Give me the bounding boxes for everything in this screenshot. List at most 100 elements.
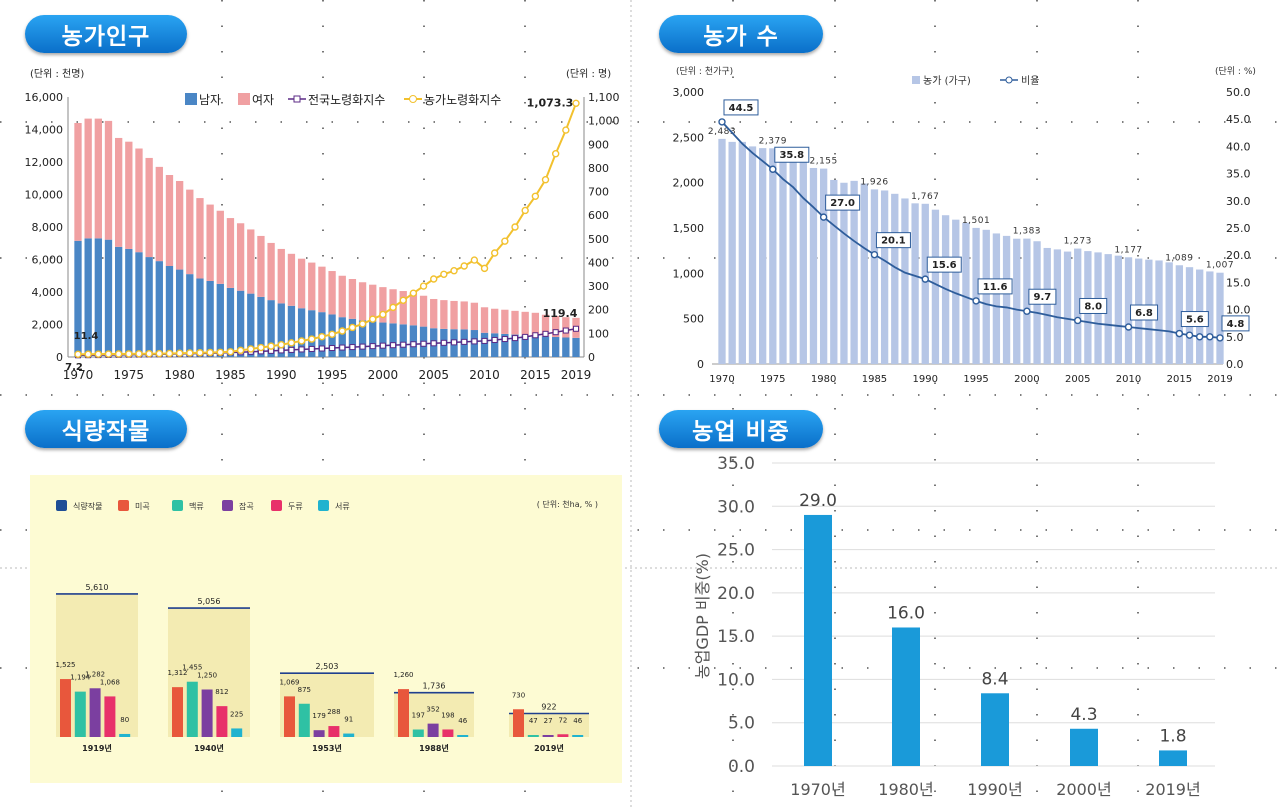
bar-male [369,321,377,357]
legend-label-4: 두류 [288,502,303,511]
legend-label-3: 잡곡 [239,501,254,511]
bar-맥류 [186,681,198,737]
right-tick-label: 600 [588,209,609,222]
bar-value-label: 1,177 [1114,245,1142,255]
bar-value-label: 2,155 [809,157,837,167]
legend-swatch-5 [318,500,329,511]
left-tick-label: 12,000 [25,156,64,169]
point-farm-aging [297,337,306,345]
point-national-aging [522,333,529,340]
right-tick-label: 300 [588,280,609,293]
x-tick-label: 1970 [709,374,734,385]
total-label: 2,503 [316,662,339,671]
point-national-aging [573,325,579,332]
right-tick-label: 10.0 [1226,304,1251,317]
bar-male [297,308,306,357]
point-national-aging [410,341,417,348]
point-farm-aging [419,282,428,290]
bar-households [840,182,848,364]
bar-female [287,253,296,306]
right-tick-label: 700 [588,186,609,199]
bar-value-label: 1,525 [55,661,75,669]
total-area [509,713,589,737]
bar-households [769,148,777,364]
right-tick-label: 200 [588,304,609,317]
bar-value-label: 1,068 [100,678,120,686]
bar-households [921,203,929,364]
right-tick-label: 0 [588,351,595,364]
ratio-value-label: 4.8 [1227,319,1245,330]
bar-value-label: 2,379 [759,136,787,146]
point-national-aging [400,341,407,348]
point-national-aging [369,343,376,350]
bar-male [267,300,275,357]
point-farm-aging [145,349,153,358]
point-farm-aging [267,342,275,350]
bar-female [114,137,123,247]
point-farm-aging [257,343,265,352]
bar-두류 [557,734,569,737]
bar-value-label: 352 [426,706,439,714]
right-tick-label: 800 [588,162,609,175]
bar-미곡 [284,696,295,737]
ratio-value-label: 5.6 [1186,315,1204,326]
y-tick-label: 25.0 [717,541,755,561]
bar-households [992,233,1001,364]
point-farm-aging [104,350,113,358]
point-farm-aging [155,349,164,358]
left-tick-label: 16,000 [25,91,64,104]
point-farm-aging [358,320,367,328]
point-farm-aging [84,350,92,358]
left-tick-label: 2,000 [32,319,64,332]
point-farm-aging [470,256,479,264]
bar-male [338,317,346,357]
legend-label-national: 전국노령화지수 [308,93,385,107]
right-axis-unit: (단위 : %) [1215,66,1256,77]
ratio-label-box [926,256,962,273]
y-tick-label: 20.0 [717,584,755,604]
bar-households [1043,247,1051,364]
point-national-aging [512,335,519,342]
left-axis-unit: (단위 : 천명) [30,67,84,80]
point-farm-aging [206,348,214,357]
point-national-aging [278,347,285,354]
point-farm-aging [399,296,407,304]
legend-marker-farm [409,95,417,103]
bar-female [338,275,346,318]
point-ratio [870,250,879,259]
point-farm-aging [460,262,468,270]
bar-value-label: 1,007 [1206,261,1234,271]
point-farm-aging [338,327,346,335]
point-ratio [1023,307,1031,315]
point-national-aging [308,345,315,352]
point-farm-aging [318,332,326,341]
bar-households [911,203,919,364]
bar-male [480,332,489,357]
left-tick-label: 6,000 [32,254,64,267]
farm-population-chart: (단위 : 천명) (단위 : 명) 0 2,000 4,000 6,000 8,000 10… [25,67,620,382]
bar-households [738,141,746,364]
right-tick-label: 20.0 [1226,249,1251,262]
x-tick-label: 2000 [1014,374,1039,385]
right-tick-label: 15.0 [1226,276,1251,289]
bar-female [348,279,357,319]
ratio-value-label: 9.7 [1034,292,1052,303]
bar-잡곡 [313,730,325,737]
bar-female [135,148,143,253]
bar-male [74,240,82,357]
bar-value-label: 1,194 [70,674,91,682]
left-tick-label: 4,000 [32,286,64,299]
point-farm-aging [196,349,204,357]
bar-households [1063,251,1072,364]
category-label: 1919년 [82,743,112,753]
point-national-aging [491,336,498,343]
point-farm-aging [551,150,560,158]
left-tick-label: 14,000 [25,124,64,137]
point-national-aging [379,342,386,349]
right-tick-label: 35.0 [1226,168,1251,181]
bar-female [328,271,336,315]
left-tick-label: 0 [56,351,63,364]
point-national-aging [339,344,346,351]
bar-미곡 [60,679,71,737]
point-ratio [1074,316,1082,325]
